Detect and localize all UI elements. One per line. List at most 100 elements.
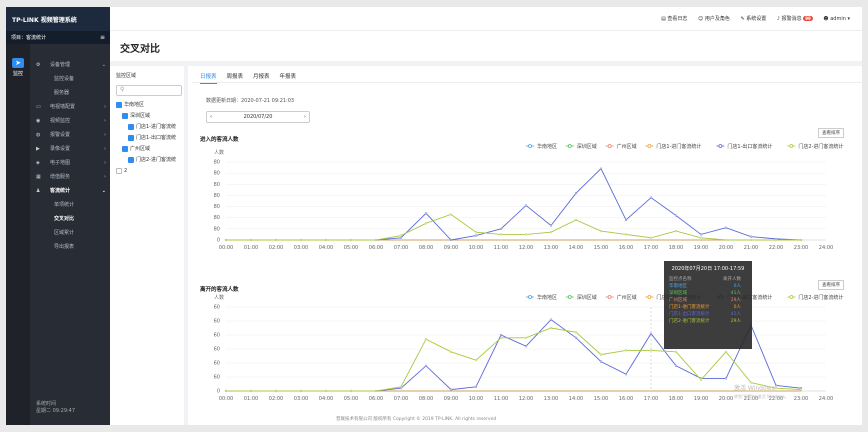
x-tick-label: 02:00 <box>269 396 283 402</box>
chart-1-title: 进入的客流人数 <box>200 137 239 143</box>
data-point <box>774 387 778 390</box>
y-tick-label: 60 <box>214 347 220 353</box>
y-tick-label: 0 <box>217 389 220 395</box>
sidebar-item-13[interactable]: 导出报表 <box>30 240 110 254</box>
chevron-icon: ⌄ <box>101 188 106 194</box>
data-point <box>574 192 578 195</box>
tooltip-row: 深圳区域 41人 <box>669 290 747 297</box>
x-tick-label: 09:00 <box>444 396 458 402</box>
user-menu[interactable]: ☻ admin ▾ <box>823 16 850 22</box>
data-point <box>699 233 703 236</box>
data-point <box>449 238 453 242</box>
search-input[interactable]: ⚲ <box>116 85 182 96</box>
data-point <box>424 364 428 367</box>
project-label: 项目：客流统计 <box>11 35 47 41</box>
prev-day-icon[interactable]: ‹ <box>210 114 212 120</box>
data-point <box>449 213 453 216</box>
brand-logo: TP-LINK 视频管理系统 <box>6 7 110 31</box>
tree-node-label: 华南地区 <box>124 102 145 108</box>
sidebar-item-label: 监控设备 <box>54 76 75 82</box>
tree-node[interactable]: 门店2-进门客流统 <box>116 155 178 166</box>
settings-link[interactable]: ✎ 系统设置 <box>740 16 767 22</box>
tab-1[interactable]: 周报表 <box>226 74 244 80</box>
chart-2-title: 离开的客流人数 <box>200 287 239 293</box>
tooltip-row-value: 29人 <box>730 319 741 324</box>
data-point <box>399 234 403 237</box>
sidebar-item-6[interactable]: ▶ 录像设置 › <box>30 142 110 156</box>
x-tick-label: 06:00 <box>369 396 383 402</box>
chart-tooltip: 2020年07月20日 17:00-17:59 监控点名称 离开人数 华南地区 0人… <box>664 261 752 349</box>
grid-icon: ▦ <box>36 174 41 180</box>
sidebar-item-1[interactable]: 监控设备 <box>30 72 110 86</box>
chevron-icon: › <box>104 118 106 124</box>
log-link[interactable]: ▤ 查看日志 <box>661 16 688 22</box>
sidebar-item-label: 客流统计 <box>50 188 71 194</box>
sidebar-item-label: 报警设置 <box>50 132 71 138</box>
tree-node[interactable]: 2 <box>116 166 178 177</box>
sidebar-item-11[interactable]: 交叉对比 <box>30 212 110 226</box>
sidebar-item-4[interactable]: ◉ 视频监控 › <box>30 114 110 128</box>
checkbox[interactable] <box>128 156 134 163</box>
x-tick-label: 19:00 <box>694 396 708 402</box>
sidebar-item-5[interactable]: ◍ 报警设置 › <box>30 128 110 142</box>
data-point <box>649 196 653 199</box>
data-point <box>724 238 728 242</box>
update-time: 数据更新日期：2020-07-21 09:21:03 <box>206 98 295 104</box>
tab-divider <box>192 82 862 83</box>
series-line <box>226 213 801 241</box>
data-point <box>674 214 678 217</box>
sidebar-item-12[interactable]: 区域累计 <box>30 226 110 240</box>
checkbox[interactable] <box>128 134 134 141</box>
x-tick-label: 17:00 <box>644 396 658 402</box>
menu-toggle-icon[interactable]: ≡ <box>99 34 105 41</box>
y-tick-label: 80 <box>214 204 220 210</box>
y-tick-label: 80 <box>214 182 220 188</box>
checkbox[interactable] <box>116 167 122 174</box>
sidebar-item-0[interactable]: ⚙ 设备管理 ⌄ <box>30 58 110 72</box>
data-point <box>349 238 353 242</box>
system-time-value: 星期二 09:29:47 <box>36 408 76 414</box>
checkbox[interactable] <box>122 112 128 119</box>
data-point <box>399 236 403 239</box>
checkbox[interactable] <box>122 145 128 152</box>
next-day-icon[interactable]: › <box>304 114 306 120</box>
sidebar-item-9[interactable]: ♟ 客流统计 ⌄ <box>30 184 110 198</box>
checkbox[interactable] <box>116 101 122 108</box>
tab-2[interactable]: 月报表 <box>253 74 270 80</box>
checkbox[interactable] <box>128 123 134 130</box>
tree-node[interactable]: 广州区域 <box>116 144 178 155</box>
tab-3[interactable]: 年报表 <box>279 74 297 80</box>
chevron-icon: › <box>104 174 106 180</box>
data-point <box>524 204 528 207</box>
x-tick-label: 08:00 <box>419 396 433 402</box>
sort-button-1[interactable]: 查看排序 <box>818 128 844 138</box>
alarm-link[interactable]: ♪ 报警消息 99 <box>776 16 813 22</box>
tree-node[interactable]: 深圳区域 <box>116 111 178 122</box>
copyright: 普联技术有限公司 版权所有 Copyright © 2019 TP-LINK. … <box>336 417 497 422</box>
y-tick-label: 60 <box>214 319 220 325</box>
sidebar-item-10[interactable]: 单项统计 <box>30 198 110 212</box>
data-point <box>724 226 728 229</box>
tree-node[interactable]: 门店1-进门客流统 <box>116 122 178 133</box>
sidebar-item-2[interactable]: 服务器 <box>30 86 110 100</box>
x-tick-label: 04:00 <box>319 396 333 402</box>
sidebar-nav: ⚙ 设备管理 ⌄ 监控设备服务器 ▭ 电视墙配置 › ◉ 视频监控 › ◍ 报警设置 › ▶ 录像设置 › ◈ 电… <box>30 44 110 425</box>
tree-node[interactable]: 门店1-出口客流统 <box>116 133 178 144</box>
sidebar-item-3[interactable]: ▭ 电视墙配置 › <box>30 100 110 114</box>
users-label: 用户及角色 <box>704 16 730 22</box>
gear-icon: ⚙ <box>36 62 41 68</box>
x-tick-label: 07:00 <box>394 396 408 402</box>
tab-0[interactable]: 日报表 <box>200 74 217 84</box>
y-tick-label: 60 <box>214 361 220 367</box>
search-icon: ⚲ <box>120 86 125 93</box>
legend-label: 门店2-进门客流统计 <box>798 143 843 150</box>
video-icon: ◉ <box>36 118 41 124</box>
tree-node[interactable]: 华南地区 <box>116 100 178 111</box>
series-line <box>226 327 802 392</box>
sort-button-2[interactable]: 查看排序 <box>818 280 844 290</box>
users-link[interactable]: ☺ 用户及角色 <box>698 16 730 22</box>
date-picker[interactable]: ‹ 2020/07/20 › <box>206 111 310 123</box>
sidebar-item-7[interactable]: ◈ 电子地图 › <box>30 156 110 170</box>
monitor-rail[interactable]: ➤ 监控 <box>6 44 30 425</box>
sidebar-item-8[interactable]: ▦ 增值服务 › <box>30 170 110 184</box>
